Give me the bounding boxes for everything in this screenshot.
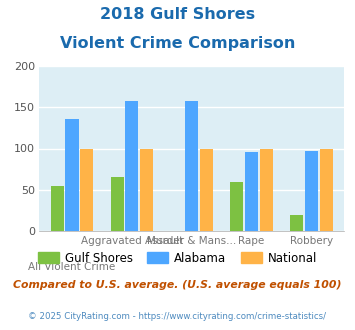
Text: Compared to U.S. average. (U.S. average equals 100): Compared to U.S. average. (U.S. average … [13,280,342,290]
Bar [320,148,333,231]
Bar [65,119,78,231]
Bar [200,148,213,231]
Bar [305,151,318,231]
Bar [80,148,93,231]
Text: 2018 Gulf Shores: 2018 Gulf Shores [100,7,255,21]
Bar [51,186,64,231]
Bar [185,101,198,231]
Legend: Gulf Shores, Alabama, National: Gulf Shores, Alabama, National [33,247,322,269]
Bar [230,182,244,231]
Text: © 2025 CityRating.com - https://www.cityrating.com/crime-statistics/: © 2025 CityRating.com - https://www.city… [28,312,327,321]
Bar [260,148,273,231]
Bar [111,177,124,231]
Bar [245,152,258,231]
Bar [140,148,153,231]
Bar [125,101,138,231]
Bar [290,214,303,231]
Text: Violent Crime Comparison: Violent Crime Comparison [60,36,295,51]
Text: All Violent Crime: All Violent Crime [28,262,116,272]
